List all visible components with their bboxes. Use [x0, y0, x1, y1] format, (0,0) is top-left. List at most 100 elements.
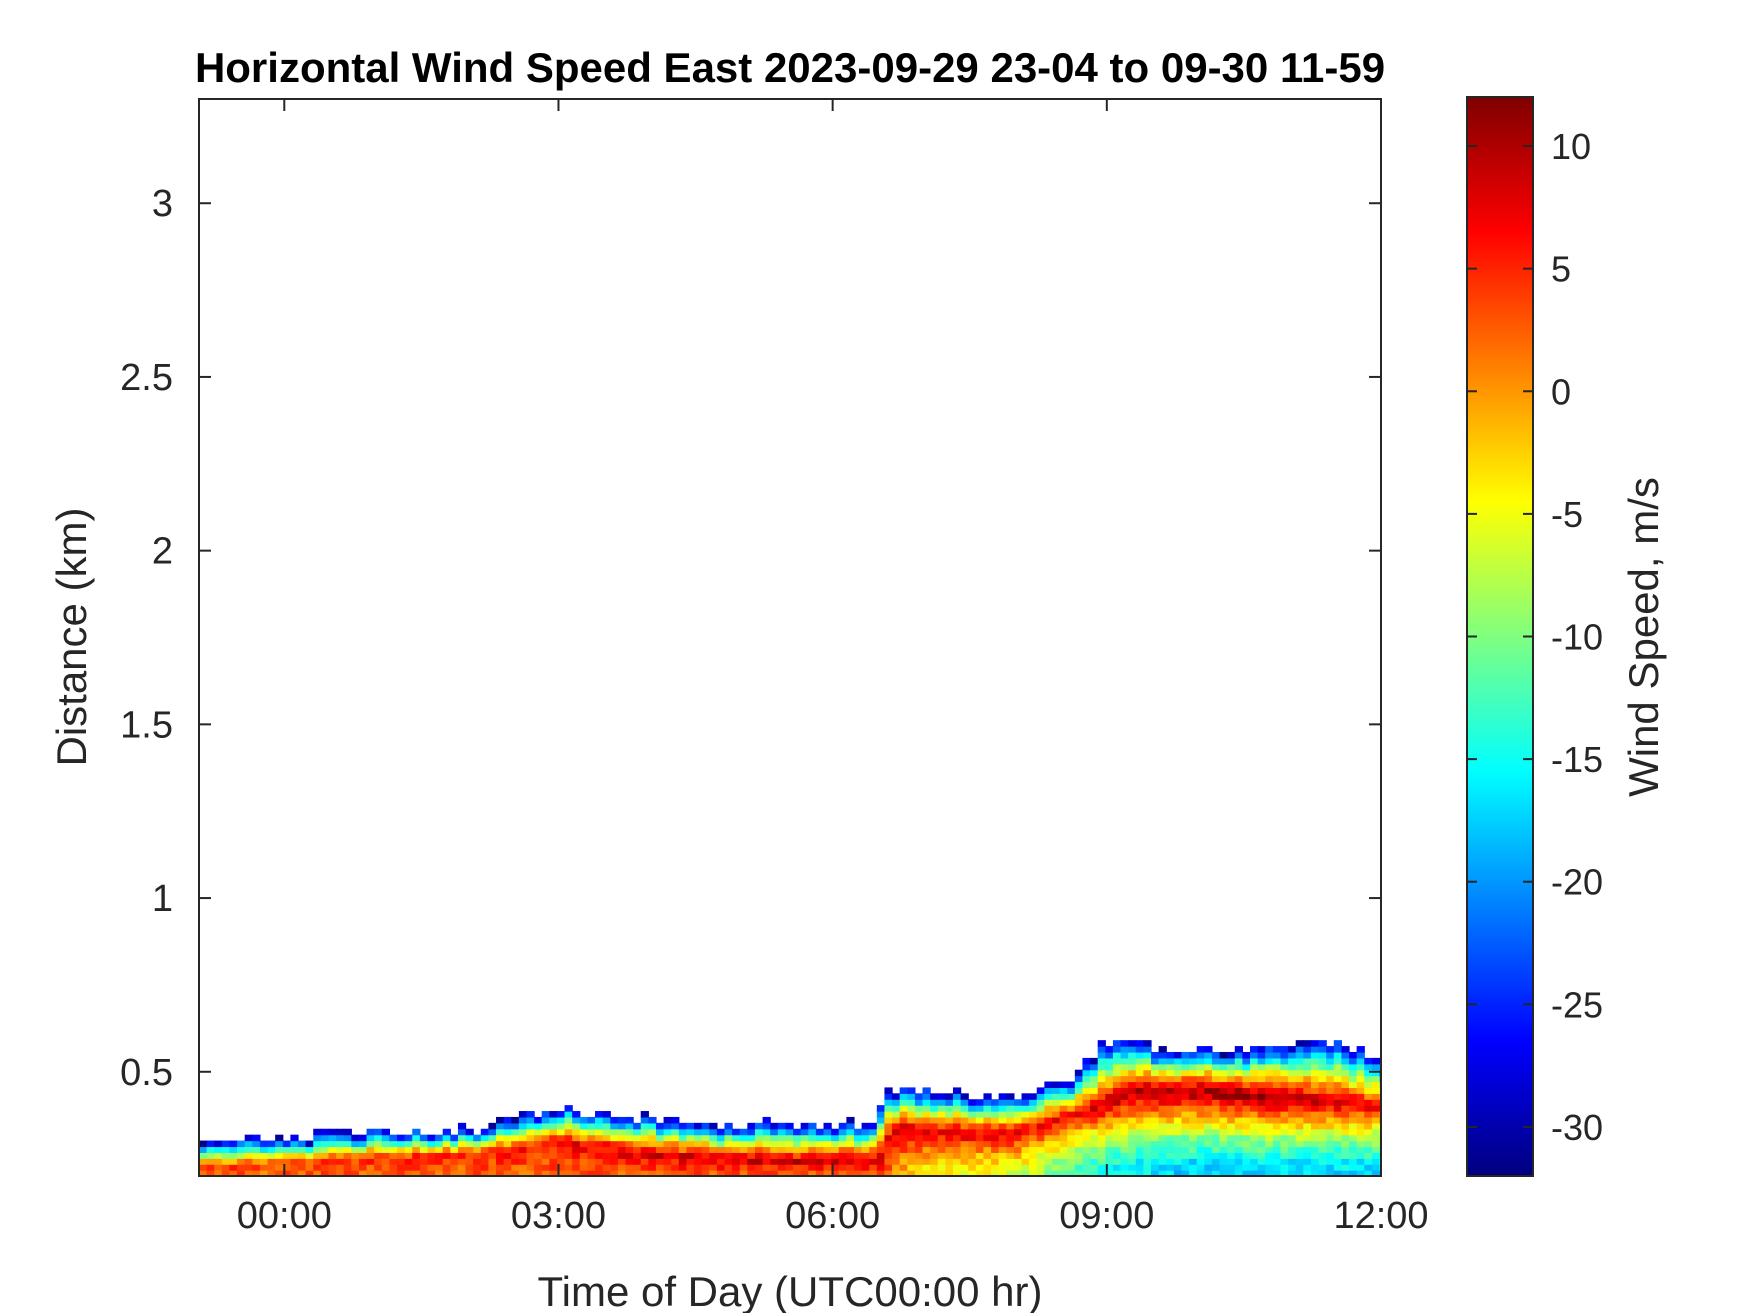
heatmap-cell [541, 1152, 550, 1159]
heatmap-cell [1059, 1164, 1068, 1171]
heatmap-cell [534, 1164, 543, 1171]
heatmap-cell [1151, 1069, 1160, 1077]
heatmap-cell [1326, 1057, 1335, 1065]
heatmap-cell [1036, 1093, 1045, 1100]
heatmap-cell [747, 1164, 756, 1171]
heatmap-cell [1097, 1146, 1106, 1153]
heatmap-cell [1310, 1134, 1320, 1142]
heatmap-cell [983, 1164, 992, 1171]
heatmap-cell [1250, 1134, 1259, 1142]
heatmap-cell [252, 1146, 261, 1153]
heatmap-cell [853, 1134, 863, 1142]
heatmap-cell [1051, 1093, 1061, 1100]
heatmap-cell [518, 1111, 528, 1118]
heatmap-cell [1310, 1152, 1320, 1159]
heatmap-cell [1204, 1134, 1213, 1142]
heatmap-cell [983, 1116, 992, 1124]
heatmap-cell [534, 1122, 543, 1130]
heatmap-cell [952, 1128, 962, 1136]
heatmap-cell [1265, 1111, 1274, 1118]
heatmap-cell [922, 1146, 931, 1153]
heatmap-cell [625, 1116, 634, 1124]
heatmap-cell [214, 1146, 223, 1153]
heatmap-cell [1013, 1134, 1023, 1142]
heatmap-cell [1310, 1164, 1320, 1171]
heatmap-cell [518, 1146, 528, 1153]
heatmap-cell [945, 1105, 954, 1112]
heatmap-cell [1272, 1099, 1282, 1106]
heatmap-cell [1059, 1099, 1068, 1106]
heatmap-cell [1234, 1057, 1243, 1065]
heatmap-cell [1265, 1051, 1274, 1059]
heatmap-cell [1090, 1081, 1099, 1089]
heatmap-cell [419, 1140, 429, 1148]
heatmap-cell [1227, 1105, 1236, 1112]
heatmap-cell [1318, 1087, 1327, 1094]
heatmap-cell [1196, 1111, 1205, 1118]
heatmap-cell [1036, 1134, 1045, 1142]
heatmap-cell [1090, 1158, 1099, 1165]
heatmap-cell [442, 1146, 451, 1153]
heatmap-cell [1265, 1063, 1274, 1071]
heatmap-cell [640, 1128, 649, 1136]
heatmap-cell [861, 1134, 870, 1142]
heatmap-cell [1128, 1099, 1137, 1106]
heatmap-cell [823, 1170, 832, 1176]
heatmap-cell [1090, 1146, 1099, 1153]
heatmap-cell [1059, 1105, 1068, 1112]
heatmap-cell [1250, 1075, 1259, 1083]
heatmap-cell [290, 1170, 299, 1176]
heatmap-cell [518, 1134, 528, 1142]
heatmap-cell [975, 1116, 985, 1124]
heatmap-cell [1272, 1152, 1282, 1159]
heatmap-cell [556, 1164, 566, 1171]
heatmap-cell [1196, 1069, 1205, 1077]
heatmap-cell [686, 1122, 695, 1130]
heatmap-cell [290, 1152, 299, 1159]
heatmap-cell [1120, 1099, 1129, 1106]
heatmap-cell [983, 1105, 992, 1112]
heatmap-cell [1059, 1116, 1068, 1124]
heatmap-cell [381, 1140, 390, 1148]
heatmap-cell [1181, 1075, 1190, 1083]
heatmap-cell [1090, 1164, 1099, 1171]
heatmap-cell [1173, 1075, 1183, 1083]
heatmap-cell [1143, 1128, 1152, 1136]
heatmap-cell [762, 1164, 771, 1171]
heatmap-cell [1234, 1087, 1243, 1094]
heatmap-cell [1371, 1164, 1381, 1171]
heatmap-cell [975, 1122, 985, 1130]
heatmap-cell [884, 1158, 893, 1165]
heatmap-cell [1356, 1152, 1365, 1159]
heatmap-cell [1128, 1051, 1137, 1059]
heatmap-cell [1364, 1122, 1373, 1130]
heatmap-cell [259, 1146, 269, 1153]
heatmap-cell [1349, 1170, 1358, 1176]
y-tick-label: 2.5 [120, 357, 173, 399]
heatmap-cell [678, 1134, 688, 1142]
heatmap-cell [1211, 1164, 1221, 1171]
heatmap-cell [1112, 1140, 1122, 1148]
heatmap-cell [777, 1152, 787, 1159]
heatmap-cell [1189, 1069, 1198, 1077]
heatmap-cell [1341, 1051, 1350, 1059]
heatmap-cell [1333, 1146, 1342, 1153]
heatmap-cell [1219, 1111, 1228, 1118]
heatmap-cell [1303, 1105, 1312, 1112]
heatmap-cell [313, 1140, 322, 1148]
heatmap-cell [1295, 1116, 1304, 1124]
heatmap-cell [579, 1158, 589, 1165]
heatmap-cell [518, 1128, 528, 1136]
heatmap-cell [1021, 1128, 1030, 1136]
heatmap-cell [1105, 1128, 1114, 1136]
heatmap-cell [1257, 1111, 1266, 1118]
heatmap-cell [1051, 1164, 1061, 1171]
heatmap-cell [930, 1105, 939, 1112]
heatmap-cell [876, 1140, 886, 1148]
heatmap-cell [343, 1134, 352, 1142]
heatmap-cell [1029, 1128, 1038, 1136]
heatmap-cell [1295, 1057, 1304, 1065]
heatmap-cell [945, 1134, 954, 1142]
heatmap-cell [1036, 1105, 1045, 1112]
heatmap-cell [587, 1146, 596, 1153]
